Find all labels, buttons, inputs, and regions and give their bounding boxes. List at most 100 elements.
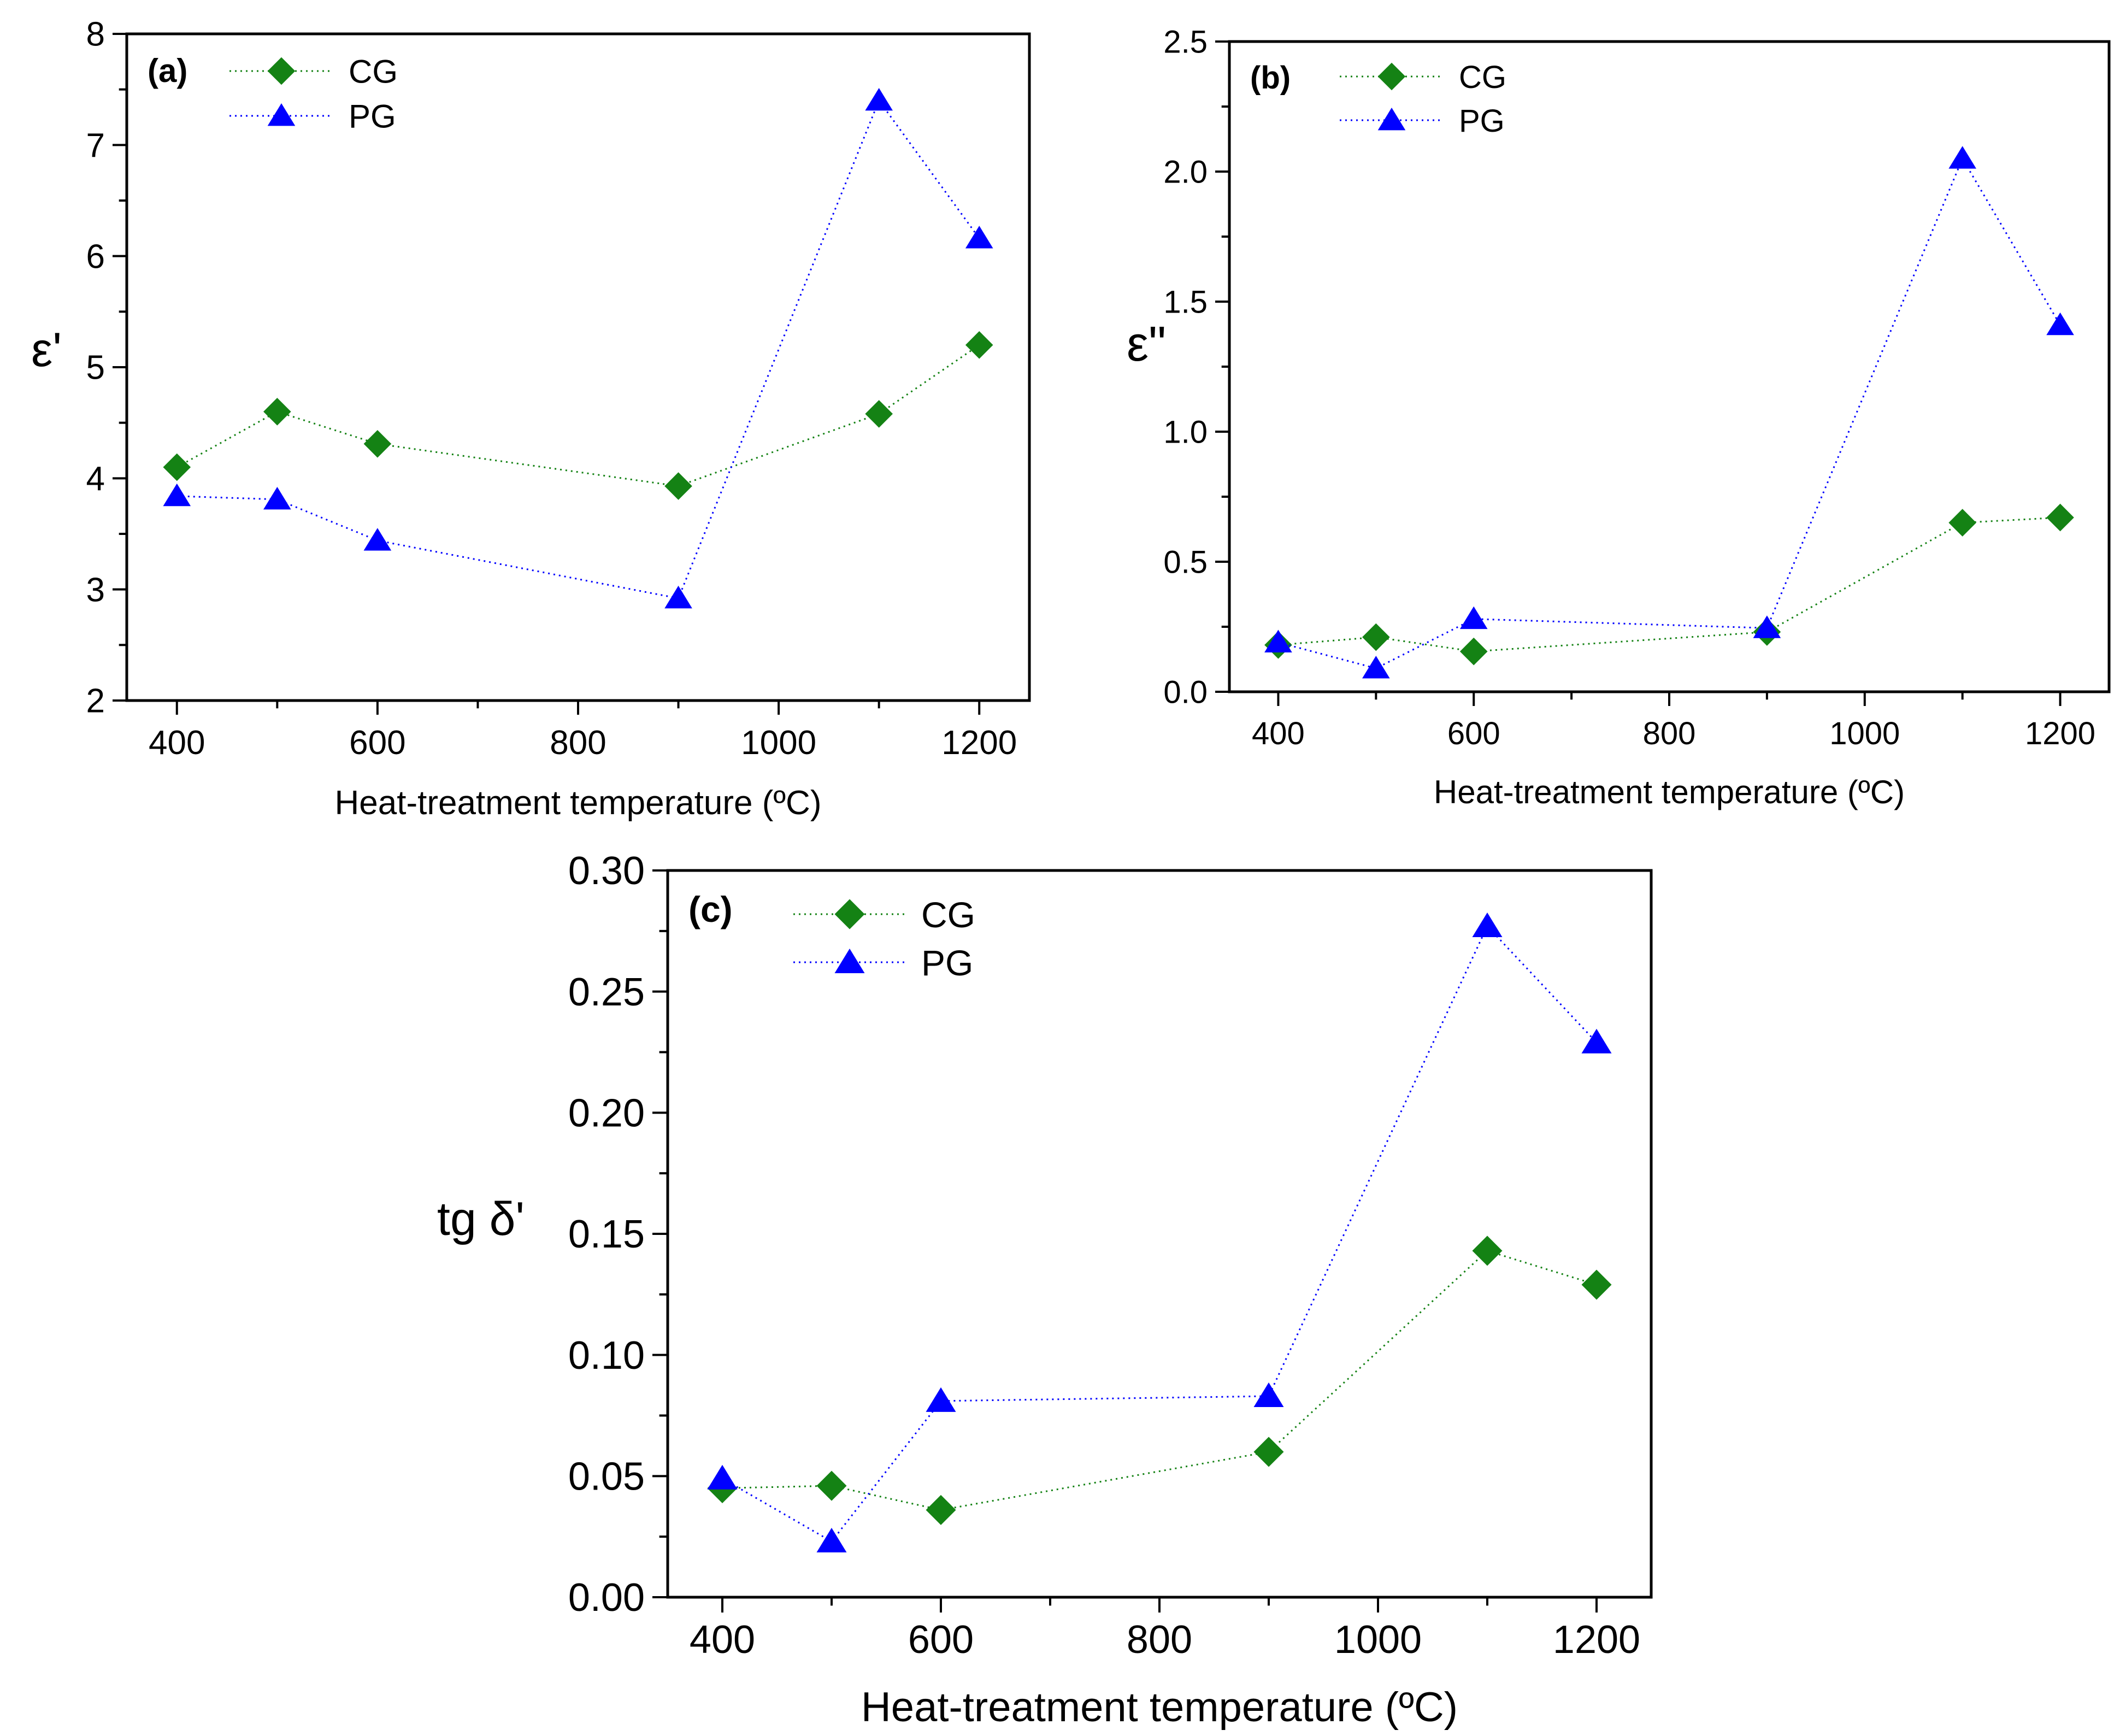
y-tick-label: 0.0 [1163,674,1208,710]
data-point-pg [1362,656,1390,679]
y-tick-label: 0.05 [568,1455,645,1499]
y-tick-label: 0.20 [568,1092,645,1135]
data-point-pg [1581,1028,1612,1054]
chart-panel-a: 400 600 800 1000 1200 2 3 4 5 6 7 8 Heat-treatment t… [31,16,1031,822]
data-point-pg [363,528,392,551]
legend-label-cg: CG [349,54,398,90]
series-line-cg [722,1250,1597,1511]
x-axis-label: Heat-treatment temperature (ºC) [335,784,822,822]
legend-marker-cg [267,57,296,85]
data-point-cg [2046,503,2074,532]
data-point-cg [1459,637,1488,666]
x-tick-label: 400 [149,724,205,762]
chart-panel-b: 400 600 800 1000 1200 0.0 0.5 1.0 1.5 2.0 2.5 Heat-… [1127,24,2111,810]
y-tick-label: 0.25 [568,970,645,1014]
legend-label-pg: PG [1459,103,1505,139]
panel-label: (b) [1250,60,1291,96]
data-point-cg [865,400,893,428]
x-tick-label: 1000 [1829,716,1900,751]
data-point-cg [1253,1437,1284,1467]
x-tick-label: 1200 [941,724,1017,762]
plot-frame [125,32,1031,702]
legend-marker-pg [267,103,296,126]
legend-label-cg: CG [921,895,975,935]
y-axis-label: ε" [1127,317,1166,372]
y-tick-label: 2.5 [1163,24,1208,60]
series-line-cg [1278,516,2060,652]
data-point-cg [926,1494,956,1525]
x-tick-label: 800 [1127,1618,1192,1662]
x-tick-label: 600 [908,1618,974,1662]
legend-marker-pg [1377,108,1406,131]
data-point-pg [1472,912,1503,937]
legend-label-pg: PG [921,943,973,983]
plot-frame [1228,40,2111,693]
y-tick-label: 3 [86,571,105,609]
x-tick-label: 800 [550,724,606,762]
y-tick-label: 0.15 [568,1213,645,1256]
data-point-pg [664,585,692,609]
plot-frame [666,869,1653,1599]
data-point-pg [2046,312,2074,336]
legend-label-cg: CG [1459,60,1506,95]
legend-marker-pg [834,949,865,973]
x-tick-label: 1200 [2025,716,2095,751]
x-tick-label: 1000 [741,724,816,762]
data-point-pg [1459,606,1488,629]
data-point-pg [1753,615,1781,638]
legend-marker-cg [834,899,865,929]
series-line-cg [176,344,980,487]
data-point-pg [1264,629,1292,652]
data-point-cg [263,398,291,426]
data-point-cg [163,453,191,481]
data-point-pg [1948,146,1976,169]
y-tick-label: 0.30 [568,849,645,893]
data-point-cg [1948,509,1976,537]
data-point-pg [816,1528,847,1553]
y-axis-label: tg δ' [437,1193,525,1245]
data-point-pg [707,1464,738,1490]
data-point-cg [965,331,993,359]
panel-label: (a) [148,52,187,89]
data-point-pg [926,1387,956,1412]
y-tick-label: 0.00 [568,1576,645,1620]
y-tick-label: 1.5 [1163,284,1208,320]
series-line-pg [176,98,980,599]
legend-label-pg: PG [349,98,396,135]
y-tick-label: 7 [86,127,105,164]
data-point-cg [816,1470,847,1501]
y-tick-label: 1.0 [1163,414,1208,450]
data-point-cg [664,472,692,500]
series-line-pg [1278,156,2061,669]
y-tick-label: 8 [86,16,105,54]
y-tick-label: 0.10 [568,1334,645,1378]
series-line-pg [722,925,1598,1543]
y-tick-label: 2 [86,682,105,720]
x-axis-label: Heat-treatment temperature (ºC) [1434,774,1905,810]
y-tick-label: 5 [86,349,105,387]
x-tick-label: 400 [690,1618,755,1662]
x-tick-label: 600 [1447,716,1500,751]
chart-panel-c: 400 600 800 1000 1200 0.00 0.05 0.10 0.15 0.20 0.2… [437,849,1653,1731]
data-point-cg [363,430,392,458]
y-tick-label: 2.0 [1163,154,1208,190]
data-point-pg [1253,1382,1284,1408]
x-tick-label: 600 [349,724,405,762]
data-point-pg [263,486,291,510]
data-point-cg [1362,623,1390,651]
x-tick-label: 400 [1252,716,1305,751]
legend-marker-cg [1377,62,1406,91]
data-point-cg [1581,1269,1612,1300]
x-tick-label: 800 [1643,716,1696,751]
x-tick-label: 1000 [1334,1618,1422,1662]
y-axis-label: ε' [31,322,62,376]
data-point-pg [163,483,191,507]
y-tick-label: 6 [86,238,105,275]
panel-label: (c) [688,889,733,929]
data-point-pg [865,88,893,111]
y-tick-label: 0.5 [1163,544,1208,580]
x-tick-label: 1200 [1553,1618,1640,1662]
y-tick-label: 4 [86,460,105,498]
data-point-cg [1472,1235,1503,1266]
